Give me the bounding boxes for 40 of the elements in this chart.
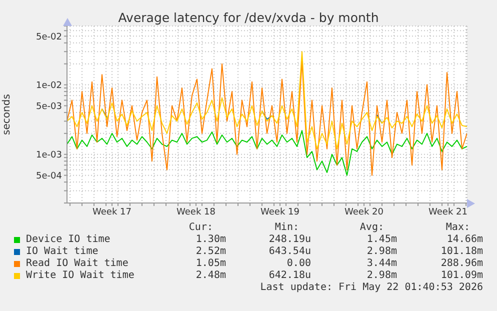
chart-title: Average latency for /dev/xvda - by month bbox=[117, 10, 380, 25]
y-tick-label: 5e-02 bbox=[36, 32, 62, 42]
text: Last update: Fri May 22 01:40:53 2026 bbox=[260, 282, 483, 294]
text: Avg: bbox=[360, 222, 384, 234]
text: 14.66m bbox=[446, 234, 483, 246]
x-tick-label: Week 17 bbox=[92, 207, 132, 218]
text: 3.44m bbox=[366, 258, 397, 270]
text: 1.45m bbox=[366, 234, 397, 246]
x-tick-label: Week 21 bbox=[428, 207, 468, 218]
legend-label: Read IO Wait time bbox=[26, 258, 128, 270]
x-tick-label: Week 19 bbox=[260, 207, 300, 218]
line-series bbox=[67, 51, 467, 150]
text: 288.96m bbox=[440, 258, 483, 270]
y-tick-label: 1e-02 bbox=[36, 80, 62, 91]
line-series bbox=[67, 130, 467, 176]
y-tick-label: 5e-04 bbox=[36, 172, 62, 182]
text: 2.98m bbox=[366, 270, 397, 282]
text: 1.05m bbox=[196, 258, 226, 270]
y-tick-label: 5e-03 bbox=[36, 102, 62, 112]
text: Max: bbox=[446, 222, 470, 234]
text: 2.48m bbox=[196, 270, 226, 282]
text: 248.19u bbox=[268, 234, 311, 246]
text: Min: bbox=[274, 222, 299, 234]
legend-label: IO Wait time bbox=[26, 246, 98, 258]
text: 1.30m bbox=[196, 234, 226, 246]
text: 642.18u bbox=[268, 270, 311, 282]
text: 101.09m bbox=[440, 270, 483, 282]
text: Cur: bbox=[188, 222, 213, 234]
x-tick-label: Week 20 bbox=[344, 207, 384, 218]
text: 2.52m bbox=[196, 246, 226, 258]
y-tick-label: 1e-03 bbox=[36, 150, 62, 161]
legend-label: Write IO Wait time bbox=[26, 270, 134, 282]
text: 643.54u bbox=[268, 246, 311, 258]
legend-label: Device IO time bbox=[26, 234, 110, 246]
text: 0.00 bbox=[286, 258, 311, 270]
text: 101.18m bbox=[440, 246, 483, 258]
text: 2.98m bbox=[366, 246, 397, 258]
y-axis-title: seconds bbox=[2, 94, 13, 135]
x-tick-label: Week 18 bbox=[176, 207, 216, 218]
line-series bbox=[67, 60, 467, 176]
